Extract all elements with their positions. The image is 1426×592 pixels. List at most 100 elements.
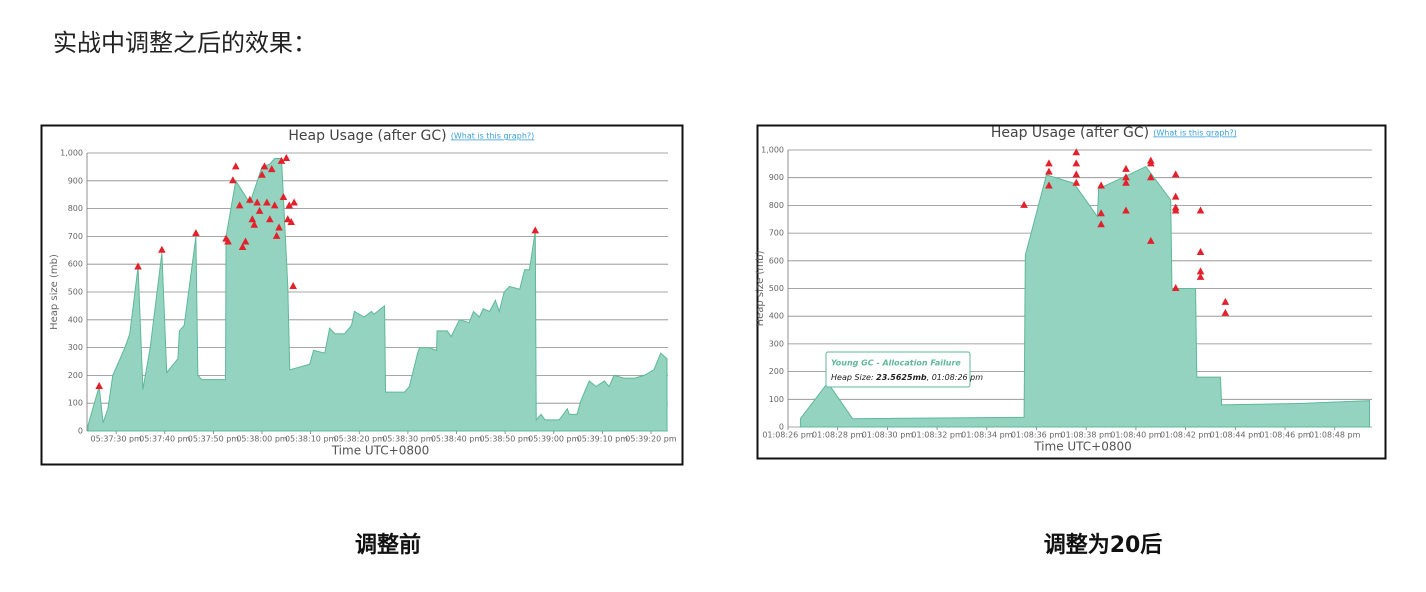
gc-event bbox=[192, 229, 200, 237]
y-axis-label: Heap size (mb) bbox=[755, 251, 766, 327]
gc-event bbox=[272, 231, 281, 239]
gc-event bbox=[235, 201, 244, 209]
tooltip-text: Heap Size: 23.5625mb, 01:08:26 pm bbox=[831, 373, 983, 382]
y-tick-label: 600 bbox=[68, 260, 83, 269]
x-tick-label: 01:08:38 pm bbox=[1061, 431, 1113, 440]
gc-event bbox=[248, 215, 257, 223]
x-tick-label: 01:08:36 pm bbox=[1011, 431, 1063, 440]
gc-event bbox=[279, 192, 288, 200]
chart-title: Heap Usage (after GC) bbox=[288, 128, 446, 144]
x-tick-label: 01:08:48 pm bbox=[1309, 431, 1361, 440]
tooltip-part: 23.5625mb bbox=[876, 373, 927, 382]
heap-area bbox=[799, 165, 1371, 428]
caption: 调整前 bbox=[355, 532, 421, 558]
gc-event bbox=[255, 206, 264, 214]
gc-event bbox=[283, 215, 292, 223]
gc-event bbox=[1097, 209, 1105, 217]
x-tick-label: 01:08:34 pm bbox=[961, 431, 1013, 440]
gc-event bbox=[1122, 173, 1130, 181]
y-tick-label: 200 bbox=[769, 367, 784, 376]
gc-event bbox=[275, 223, 283, 231]
y-tick-label: 1,000 bbox=[761, 146, 784, 155]
gc-event bbox=[285, 201, 294, 209]
gc-event bbox=[1147, 236, 1155, 244]
gc-event bbox=[266, 215, 274, 223]
gc-event bbox=[1072, 148, 1081, 156]
gc-event bbox=[290, 198, 298, 206]
gc-event bbox=[1020, 200, 1028, 208]
x-tick-label: 05:37:40 pm bbox=[139, 435, 191, 444]
gc-event bbox=[1221, 297, 1230, 305]
x-tick-label: 01:08:44 pm bbox=[1210, 431, 1262, 440]
gc-event bbox=[289, 281, 297, 289]
gc-event bbox=[231, 162, 240, 170]
x-tick-label: 05:39:00 pm bbox=[528, 435, 580, 444]
gc-event bbox=[1072, 178, 1081, 186]
y-tick-label: 700 bbox=[769, 229, 784, 238]
help-link[interactable]: (What is this graph?) bbox=[1153, 129, 1237, 138]
y-axis-label: Heap size (mb) bbox=[49, 254, 60, 330]
tooltip-part: Heap Size: bbox=[831, 373, 876, 382]
y-tick-label: 600 bbox=[769, 256, 784, 265]
caption: 调整为20后 bbox=[1044, 532, 1163, 558]
x-tick-label: 05:38:50 pm bbox=[479, 435, 531, 444]
gc-event bbox=[1171, 206, 1180, 214]
x-tick-label: 01:08:28 pm bbox=[812, 431, 864, 440]
y-tick-label: 500 bbox=[769, 284, 784, 293]
y-tick-label: 400 bbox=[68, 315, 83, 324]
tooltip-part: , 01:08:26 pm bbox=[927, 373, 984, 382]
x-tick-label: 05:38:10 pm bbox=[285, 435, 337, 444]
x-tick-label: 05:38:30 pm bbox=[382, 435, 434, 444]
gc-event bbox=[287, 218, 296, 225]
x-tick-label: 01:08:32 pm bbox=[911, 431, 963, 440]
x-tick-label: 05:38:00 pm bbox=[236, 435, 288, 444]
y-tick-label: 0 bbox=[779, 423, 784, 432]
heap-area bbox=[87, 158, 668, 432]
y-tick-label: 200 bbox=[68, 371, 83, 380]
gc-event bbox=[258, 170, 266, 178]
gc-event bbox=[1196, 267, 1205, 275]
gc-event bbox=[1097, 220, 1105, 228]
y-tick-label: 900 bbox=[68, 176, 83, 185]
gc-event bbox=[1122, 164, 1130, 172]
gc-event bbox=[253, 198, 261, 206]
x-tick-label: 01:08:42 pm bbox=[1160, 431, 1212, 440]
gc-event bbox=[250, 220, 259, 228]
gc-event bbox=[1196, 272, 1205, 280]
gc-event bbox=[224, 237, 232, 245]
gc-event bbox=[270, 201, 279, 209]
gc-event bbox=[1045, 167, 1053, 175]
slide-title: 实战中调整之后的效果： bbox=[53, 29, 317, 57]
gc-event bbox=[95, 382, 103, 390]
gc-event bbox=[1072, 170, 1081, 178]
tooltip-box bbox=[825, 351, 971, 388]
gc-event bbox=[246, 195, 254, 203]
x-axis-label: Time UTC+0800 bbox=[331, 444, 430, 458]
gc-event bbox=[158, 245, 166, 253]
gc-event bbox=[1045, 159, 1053, 167]
gc-event bbox=[531, 226, 540, 234]
y-tick-label: 800 bbox=[68, 204, 83, 213]
x-tick-label: 05:39:20 pm bbox=[625, 435, 677, 444]
gc-event bbox=[277, 156, 286, 164]
x-tick-label: 01:08:26 pm bbox=[762, 431, 814, 440]
y-tick-label: 1,000 bbox=[60, 149, 83, 158]
x-tick-label: 01:08:46 pm bbox=[1259, 431, 1311, 440]
x-tick-label: 01:08:30 pm bbox=[862, 431, 914, 440]
gc-event bbox=[263, 198, 271, 206]
gc-event bbox=[1171, 192, 1180, 200]
gc-event bbox=[1072, 159, 1081, 167]
y-tick-label: 100 bbox=[68, 399, 83, 408]
y-tick-label: 800 bbox=[769, 201, 784, 210]
y-tick-label: 300 bbox=[769, 339, 784, 348]
gc-event bbox=[1196, 247, 1205, 255]
chart-title: Heap Usage (after GC) bbox=[991, 125, 1149, 141]
y-tick-label: 900 bbox=[769, 173, 784, 182]
gc-event bbox=[238, 243, 247, 251]
gc-event bbox=[1171, 284, 1180, 291]
tooltip-title: Young GC - Allocation Failure bbox=[831, 359, 961, 368]
y-tick-label: 500 bbox=[68, 288, 83, 297]
help-link[interactable]: (What is this graph?) bbox=[451, 132, 535, 141]
gc-event bbox=[1196, 206, 1205, 214]
